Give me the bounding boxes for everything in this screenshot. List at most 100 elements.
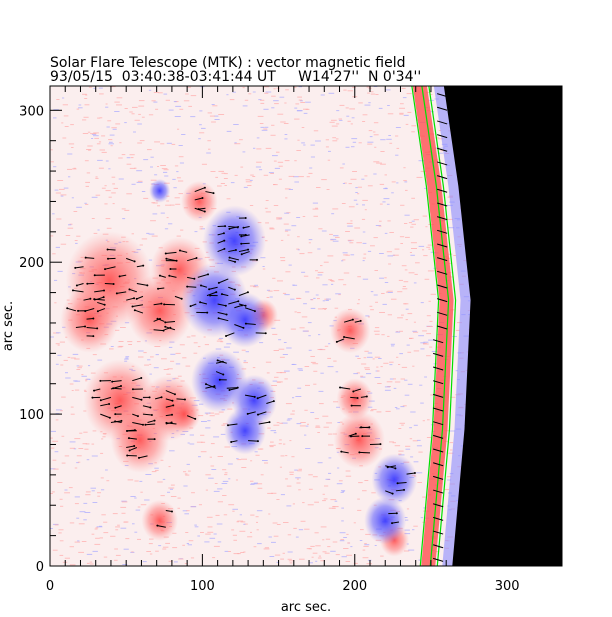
vector-arrow [436, 161, 448, 166]
vector-arrowhead [131, 305, 134, 308]
vector-arrowhead [84, 256, 87, 259]
vector-arrow [126, 445, 135, 449]
vector-arrow [436, 229, 448, 234]
vector-arrowhead [126, 454, 129, 457]
vector-arrowhead [230, 440, 233, 443]
vector-arrow [436, 175, 448, 180]
vector-arrow [217, 232, 225, 236]
vector-arrowhead [92, 317, 95, 320]
vector-arrow [132, 304, 144, 308]
vector-arrowhead [396, 482, 399, 485]
vector-arrow [132, 413, 139, 417]
vector-arrow [142, 413, 152, 416]
vector-arrowhead [244, 304, 247, 307]
vector-arrowhead [203, 210, 206, 213]
x-axis-label: arc sec. [281, 600, 331, 615]
vector-arrow [436, 188, 448, 193]
vector-arrow [136, 265, 144, 268]
vector-arrow [436, 257, 448, 262]
vector-arrowhead [361, 435, 364, 438]
vector-arrowhead [111, 380, 114, 383]
vector-arrow [432, 462, 444, 467]
vector-arrow [132, 421, 144, 426]
field-vectors [66, 93, 448, 562]
vector-arrow [174, 295, 182, 300]
vector-arrow [343, 336, 355, 340]
vector-arrowhead [217, 317, 220, 320]
vector-arrowhead [77, 309, 80, 312]
vector-arrowhead [216, 359, 219, 362]
vector-arrow [115, 420, 122, 423]
vector-arrow [86, 318, 94, 320]
vector-arrowhead [170, 510, 173, 513]
vector-arrow [83, 298, 91, 301]
vector-arrowhead [126, 429, 129, 432]
vector-arrow [75, 325, 86, 329]
vector-arrow [129, 447, 138, 451]
vector-arrow [132, 396, 142, 401]
vector-arrowhead [240, 304, 243, 307]
y-tick-label: 200 [19, 256, 44, 271]
vector-arrowhead [207, 273, 210, 276]
vector-arrow [165, 251, 177, 254]
vector-arrowhead [272, 400, 275, 403]
vector-arrow [85, 257, 95, 259]
vector-arrowhead [212, 192, 215, 195]
vector-arrow [187, 286, 197, 288]
vector-arrow [217, 359, 227, 364]
vector-arrowhead [395, 512, 398, 515]
vector-arrow [104, 266, 116, 270]
chart-title: Solar Flare Telescope (MTK) : vector mag… [50, 55, 406, 71]
vector-arrow [432, 393, 444, 398]
vector-arrow [138, 455, 148, 459]
vector-arrowhead [71, 289, 74, 292]
vector-arrow [221, 293, 229, 297]
vector-arrow [238, 249, 249, 253]
vector-arrowhead [350, 404, 353, 407]
vector-arrow [436, 270, 448, 275]
vector-arrow [93, 388, 101, 392]
vector-arrow [186, 415, 196, 420]
vector-arrowhead [118, 275, 121, 278]
vector-arrow [217, 303, 226, 307]
vector-arrowhead [128, 449, 131, 452]
vector-arrowhead [180, 297, 183, 300]
vector-arrowhead [242, 326, 245, 329]
vector-arrow [97, 308, 106, 312]
vector-arrow [436, 120, 448, 125]
vector-arrow [157, 525, 166, 528]
vector-arrowhead [99, 399, 102, 402]
vector-arrowhead [237, 300, 240, 303]
vector-arrowhead [106, 257, 109, 260]
vector-arrowhead [165, 421, 168, 424]
polarity-regions [60, 178, 418, 557]
vector-arrowhead [148, 396, 151, 399]
vector-arrowhead [224, 225, 227, 228]
vector-arrowhead [133, 297, 136, 300]
vector-arrowhead [104, 268, 107, 271]
limb-positive-band [412, 86, 454, 566]
vector-arrow [257, 411, 267, 416]
vector-arrowhead [228, 227, 231, 230]
vector-arrow [165, 320, 176, 323]
vector-arrow [432, 448, 444, 453]
vector-arrow [67, 307, 77, 312]
vector-arrow [432, 352, 444, 357]
vector-arrowhead [349, 435, 352, 438]
vector-arrowhead [203, 186, 206, 189]
vector-arrow [432, 503, 444, 508]
vector-arrow [406, 472, 415, 475]
vector-arrowhead [106, 248, 109, 251]
vector-arrowhead [246, 412, 249, 415]
vector-arrow [128, 437, 137, 440]
vector-arrowhead [140, 398, 143, 401]
vector-arrowhead [93, 389, 96, 392]
vector-arrowhead [140, 376, 143, 379]
vector-arrowhead [108, 416, 111, 419]
negative-region [149, 178, 171, 203]
vector-arrow [218, 317, 229, 322]
vector-arrowhead [178, 249, 181, 252]
vector-arrow [136, 295, 144, 300]
vector-arrowhead [96, 327, 99, 330]
